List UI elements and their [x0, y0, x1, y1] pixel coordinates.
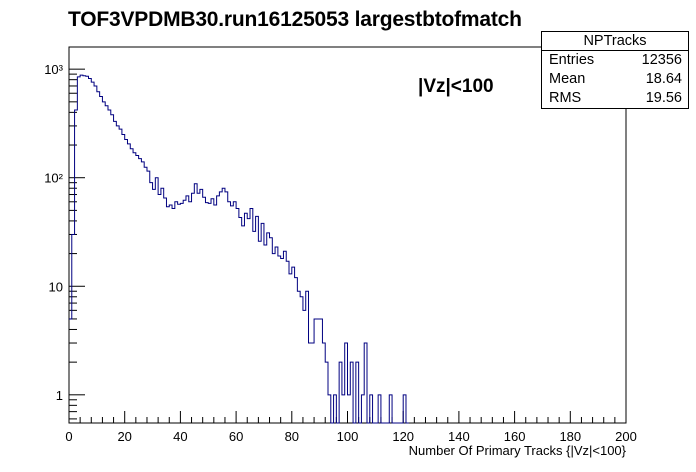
y-tick-label: 10³: [44, 62, 63, 77]
stats-row-rms: RMS 19.56: [542, 89, 688, 108]
x-tick-label: 120: [392, 429, 414, 444]
x-tick-label: 100: [337, 429, 359, 444]
stats-row-mean: Mean 18.64: [542, 70, 688, 89]
x-axis-label: Number Of Primary Tracks {|Vz|<100}: [408, 443, 626, 458]
y-tick-label: 1: [56, 388, 63, 403]
stats-row-entries: Entries 12356: [542, 51, 688, 70]
x-tick-label: 0: [65, 429, 72, 444]
x-tick-label: 160: [504, 429, 526, 444]
vz-cut-annotation: |Vz|<100: [418, 76, 494, 97]
stats-value: 18.64: [645, 71, 682, 87]
chart-title: TOF3VPDMB30.run16125053 largestbtofmatch: [68, 8, 522, 31]
stats-box: NPTracks Entries 12356 Mean 18.64 RMS 19…: [541, 31, 689, 109]
x-tick-label: 140: [448, 429, 470, 444]
stats-label: RMS: [549, 90, 582, 106]
x-tick-label: 20: [117, 429, 131, 444]
x-tick-label: 200: [615, 429, 637, 444]
x-tick-label: 60: [229, 429, 243, 444]
y-tick-label: 10: [49, 279, 63, 294]
stats-value: 19.56: [645, 90, 682, 106]
x-tick-label: 40: [173, 429, 187, 444]
stats-label: Mean: [549, 71, 586, 87]
y-tick-label: 10²: [44, 171, 63, 186]
x-tick-label: 80: [285, 429, 299, 444]
histogram-line: [69, 74, 409, 424]
x-axis: 0 20 40 60 80 100 120 140 160 180 200: [65, 411, 637, 444]
x-tick-label: 180: [559, 429, 581, 444]
y-axis: 1 10 10² 10³: [44, 62, 85, 420]
stats-label: Entries: [549, 52, 595, 68]
stats-value: 12356: [641, 52, 682, 68]
stats-box-name: NPTracks: [542, 32, 688, 51]
